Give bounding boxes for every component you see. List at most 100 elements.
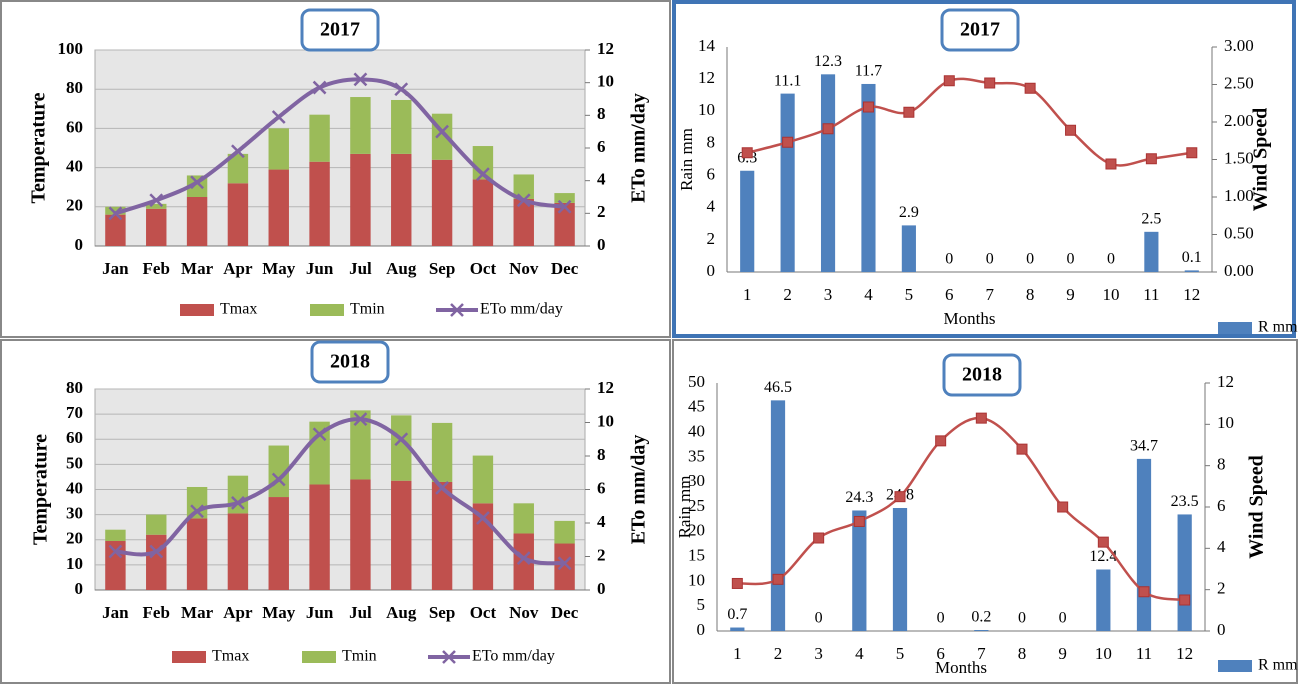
x-tick-label: 1 (743, 285, 752, 304)
bar (146, 534, 167, 590)
y-tick-label: 4 (707, 197, 716, 216)
legend-label: Tmin (342, 648, 377, 665)
y-tick-label: 20 (688, 521, 705, 540)
marker (903, 106, 915, 118)
bar (391, 153, 412, 246)
y2-tick-label: 2.50 (1224, 73, 1254, 92)
bar (227, 183, 249, 246)
marker (1186, 147, 1198, 159)
bar (554, 193, 575, 203)
y-tick-label: 0 (697, 620, 706, 639)
y-tick-label: 30 (688, 471, 705, 490)
y2-tick-label: 10 (597, 72, 614, 91)
data-label: 0 (815, 610, 823, 627)
y-axis-title: Rain mm (675, 476, 694, 539)
x-tick-label: Apr (223, 259, 253, 278)
y-tick-label: 6 (707, 164, 716, 183)
bar (186, 486, 208, 519)
y2-tick-label: 8 (1217, 455, 1226, 474)
legend-swatch (302, 651, 336, 663)
legend-label: R mm (1258, 657, 1298, 674)
legend-swatch (1218, 322, 1252, 334)
y2-tick-label: 1.00 (1224, 186, 1254, 205)
y-axis-title: Temperature (28, 92, 50, 203)
y-tick-label: 50 (688, 372, 705, 391)
bar (146, 514, 167, 535)
y-tick-label: 60 (66, 428, 83, 447)
data-label: 24.3 (845, 489, 873, 506)
legend-label: R mm (1258, 319, 1298, 336)
bar (431, 481, 453, 590)
x-tick-label: 3 (824, 285, 833, 304)
x-tick-label: 10 (1102, 285, 1119, 304)
marker (271, 110, 286, 124)
x-tick-label: Dec (551, 259, 579, 278)
bar (105, 529, 126, 542)
x-tick-label: Aug (386, 259, 417, 278)
x-tick-label: 7 (977, 644, 986, 663)
bar (186, 197, 208, 246)
marker (862, 101, 874, 113)
title-box (940, 8, 1020, 52)
marker (731, 577, 743, 589)
marker (231, 144, 245, 159)
marker (353, 412, 368, 427)
x-tick-label: Nov (509, 603, 539, 622)
bar (740, 170, 755, 272)
y2-axis-title: ETo mm/day (628, 93, 650, 203)
chart-title: 2018 (330, 351, 370, 373)
legend-swatch (310, 304, 344, 316)
bar (350, 153, 371, 246)
bar (391, 99, 412, 154)
bar (105, 214, 126, 246)
bar (391, 480, 412, 590)
marker (190, 175, 204, 190)
bar (1096, 569, 1111, 631)
y2-axis-title: ETo mm/day (628, 435, 650, 545)
legend-label: ETo mm/day (480, 301, 563, 318)
x-tick-label: Feb (143, 603, 170, 622)
marker (394, 432, 409, 447)
bar (227, 475, 249, 514)
data-label: 12.4 (1089, 548, 1117, 565)
data-label: 12.3 (814, 53, 842, 70)
x-tick-label: 6 (936, 644, 945, 663)
y2-axis-title: Wind Speed (1250, 108, 1272, 212)
marker (1179, 594, 1191, 606)
y2-tick-label: 12 (597, 378, 614, 397)
y2-tick-label: 3.00 (1224, 36, 1254, 55)
y2-tick-label: 6 (597, 478, 606, 497)
bar (391, 415, 412, 481)
line (737, 416, 1185, 602)
legend-label: Tmax (220, 301, 257, 318)
y2-tick-label: 12 (1217, 372, 1234, 391)
marker (190, 504, 204, 519)
panel-border (672, 0, 1296, 338)
x-tick-label: 8 (1018, 644, 1027, 663)
y-tick-label: 0 (75, 235, 84, 254)
y-tick-label: 2 (707, 229, 716, 248)
y2-tick-label: 1.50 (1224, 148, 1254, 167)
x-tick-label: Nov (509, 259, 539, 278)
bar (1177, 514, 1192, 631)
marker (853, 515, 865, 527)
y2-axis-title: Wind Speed (1246, 455, 1268, 559)
y-tick-label: 25 (688, 496, 705, 515)
bar (268, 497, 289, 590)
bar (227, 513, 249, 590)
x-tick-label: 9 (1066, 285, 1075, 304)
bar (1144, 231, 1159, 272)
data-label: 0.2 (971, 609, 991, 626)
marker (1097, 536, 1109, 548)
y2-tick-label: 2.00 (1224, 111, 1254, 130)
marker (894, 491, 906, 503)
marker (435, 124, 449, 139)
marker (1065, 124, 1077, 136)
y-tick-label: 14 (698, 36, 716, 55)
y2-tick-label: 2 (597, 545, 606, 564)
x-tick-label: Jul (349, 259, 372, 278)
x-tick-label: 3 (814, 644, 823, 663)
data-label: 23.5 (1171, 493, 1199, 510)
marker (476, 511, 490, 525)
marker (394, 82, 409, 97)
